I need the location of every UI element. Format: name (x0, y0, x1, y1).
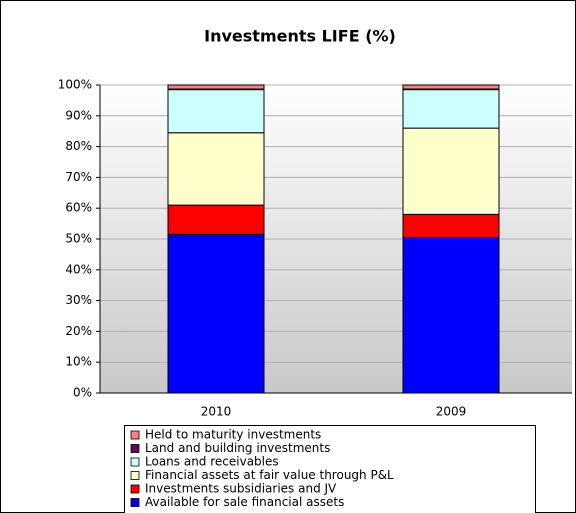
bar-segment (167, 89, 265, 134)
bar-segment (402, 213, 500, 238)
y-tick-label: 60% (65, 201, 92, 215)
legend-box (124, 425, 536, 513)
y-tick-label: 100% (58, 78, 92, 92)
y-tick-label: 90% (65, 108, 92, 122)
x-tick-label: 2009 (436, 405, 467, 419)
legend-label: Investments subsidiaries and JV (145, 482, 337, 496)
legend-label: Loans and receivables (145, 455, 279, 469)
bar-segment (402, 89, 500, 129)
y-tick-label: 20% (65, 324, 92, 338)
legend-swatch (130, 498, 140, 507)
y-tick-label: 50% (65, 232, 92, 246)
legend-label: Held to maturity investments (145, 428, 321, 442)
y-tick-label: 0% (73, 386, 92, 400)
y-tick-label: 70% (65, 170, 92, 184)
bar-segment (167, 233, 265, 394)
bar-segment (402, 236, 500, 394)
bar-segment (402, 84, 500, 90)
chart-title: Investments LIFE (%) (204, 27, 396, 46)
legend-label: Financial assets at fair value through P… (145, 468, 394, 482)
bar-segment (167, 84, 265, 90)
legend-swatch (130, 457, 140, 467)
bar-segment (167, 204, 265, 235)
legend-swatch (130, 444, 140, 453)
legend-label: Land and building investments (145, 441, 330, 455)
bar-segment (167, 132, 265, 206)
y-tick-label: 40% (65, 262, 92, 276)
y-tick-label: 10% (65, 355, 92, 369)
legend-swatch (130, 471, 140, 480)
x-tick-label: 2010 (201, 405, 232, 419)
bar-segment (402, 127, 500, 215)
y-tick-label: 30% (65, 293, 92, 307)
y-tick-label: 80% (65, 139, 92, 153)
legend-swatch (130, 430, 140, 440)
legend-label: Available for sale financial assets (145, 495, 344, 509)
legend-swatch (130, 484, 140, 494)
